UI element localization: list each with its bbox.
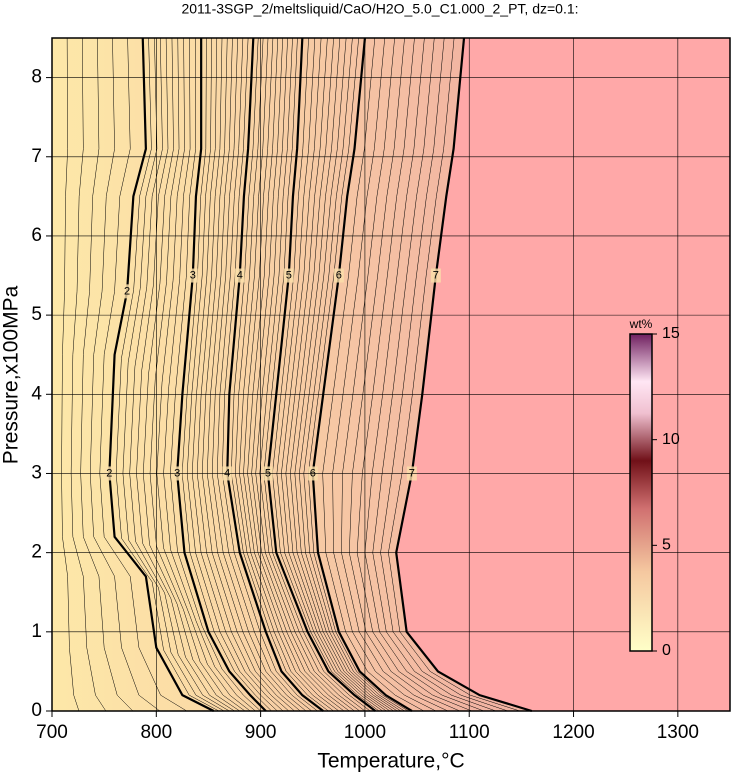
y-tick-label: 5 (31, 304, 42, 325)
contour-label: 2 (124, 285, 130, 297)
y-tick-label: 0 (31, 700, 42, 721)
contour-label-bg (234, 268, 245, 283)
y-tick-label: 3 (31, 462, 42, 483)
x-tick-label: 700 (36, 722, 68, 743)
plot-frame (51, 37, 731, 712)
x-tick-label: 1000 (344, 722, 386, 743)
x-axis-label: Temperature,°C (317, 750, 464, 773)
x-tick-label: 1200 (552, 722, 594, 743)
y-tick-label: 8 (31, 67, 42, 88)
x-tick-label: 1100 (449, 722, 490, 743)
contour-label-bg (430, 268, 441, 283)
contour-label: 6 (336, 269, 342, 281)
x-tick-label: 800 (140, 722, 172, 743)
contour-label-bg (333, 268, 344, 283)
x-tick-label: 900 (245, 722, 277, 743)
y-tick-label: 2 (31, 542, 42, 563)
y-tick-label: 6 (31, 225, 42, 246)
colorbar-tick-label: 0 (662, 642, 671, 659)
chart-title: 2011-3SGP_2/meltsliquid/CaO/H2O_5.0_C1.0… (181, 1, 578, 17)
colorbar-tick-label: 15 (662, 325, 680, 342)
contour-label-bg (283, 268, 294, 283)
colorbar (629, 333, 653, 652)
x-tick-label: 1300 (657, 722, 699, 743)
colorbar-tick-label: 5 (662, 537, 671, 554)
y-tick-label: 7 (31, 146, 42, 167)
y-tick-label: 1 (31, 621, 42, 642)
contour-label: 5 (286, 269, 292, 281)
contour-label-bg (187, 268, 198, 283)
contour-label: 3 (190, 269, 196, 281)
contour-label: 7 (433, 269, 439, 281)
low-region (52, 38, 532, 711)
colorbar-label: wt% (629, 317, 653, 331)
y-tick-label: 4 (31, 383, 42, 404)
colorbar-tick-label: 10 (662, 431, 680, 448)
contour-label: 4 (237, 269, 243, 281)
contour-label-bg (122, 284, 133, 299)
y-axis-label: Pressure,x100MPa (0, 285, 23, 464)
